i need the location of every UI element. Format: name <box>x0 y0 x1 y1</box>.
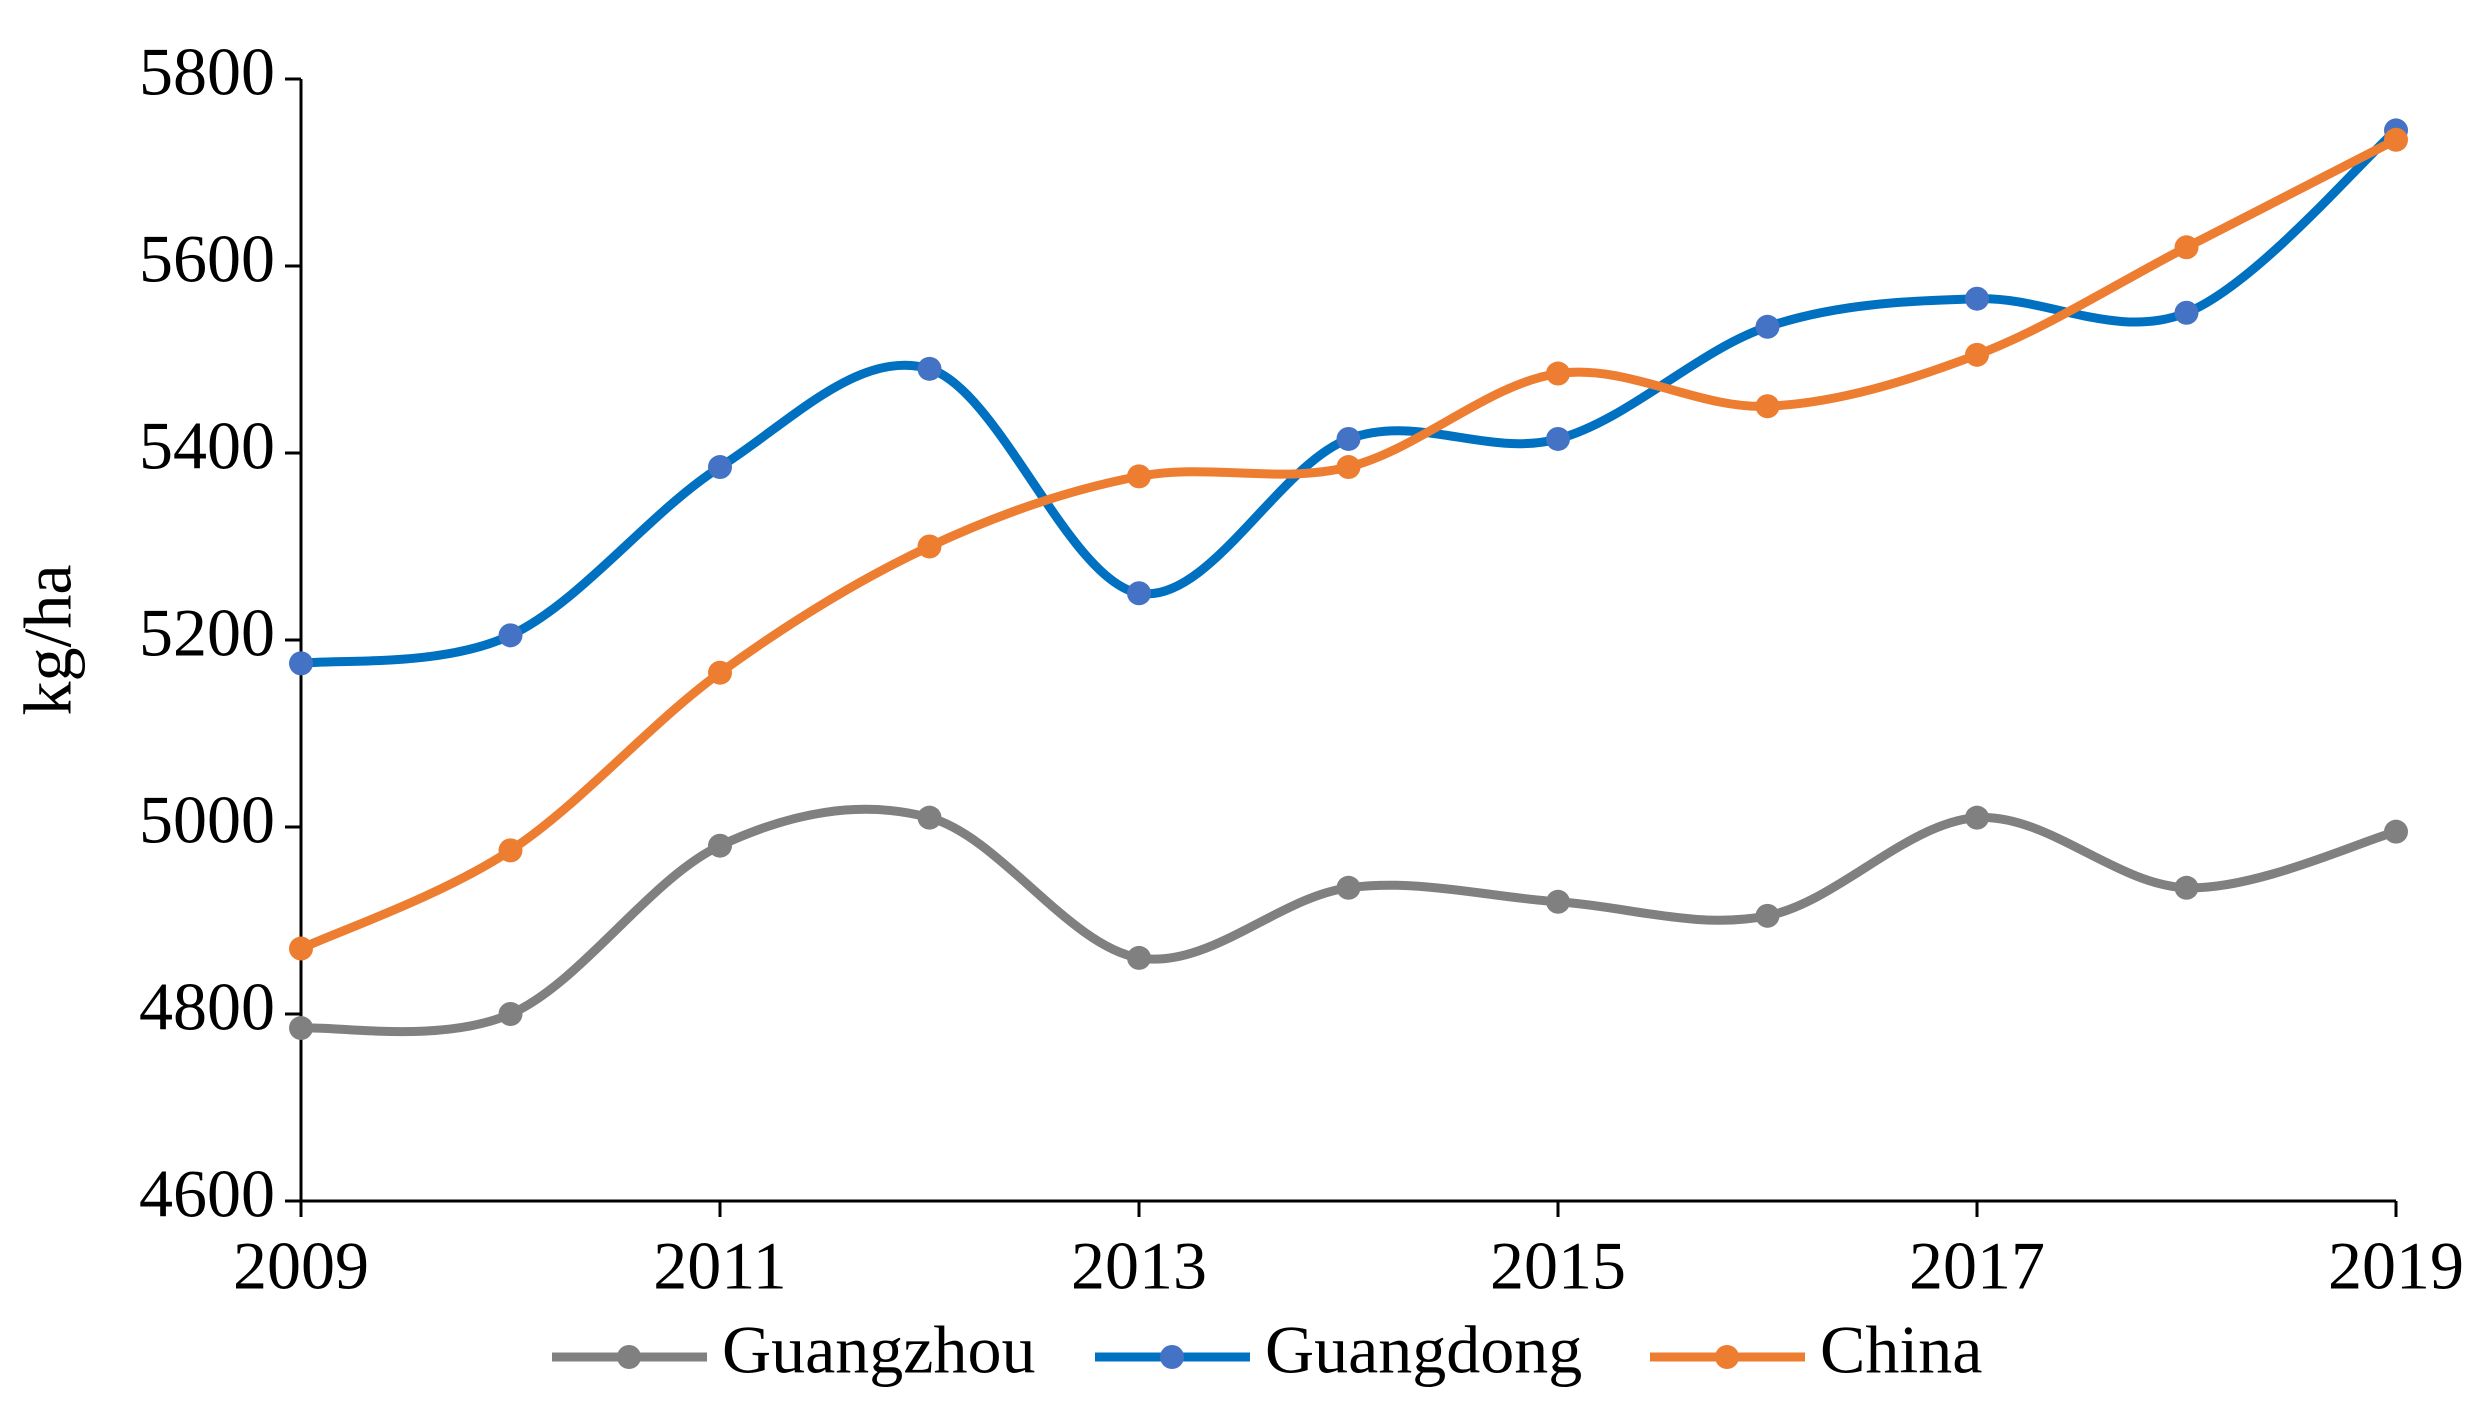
x-tick-label: 2015 <box>1490 1228 1626 1304</box>
x-tick-label: 2019 <box>2328 1228 2464 1304</box>
data-point <box>708 455 732 480</box>
data-point <box>1546 361 1570 386</box>
series-line <box>300 127 2399 668</box>
data-point <box>289 1016 313 1041</box>
data-point <box>1546 889 1570 914</box>
data-point <box>917 534 942 559</box>
data-point <box>2384 127 2408 152</box>
data-point <box>1965 286 1989 311</box>
x-tick-label: 2013 <box>1071 1228 1207 1304</box>
series-line <box>299 135 2399 953</box>
data-point <box>917 356 942 381</box>
y-tick-label: 4600 <box>139 1156 275 1232</box>
legend-label: China <box>1820 1312 1982 1388</box>
y-axis-label: kg/ha <box>10 564 86 715</box>
data-point <box>1755 903 1780 928</box>
data-point <box>2174 235 2199 260</box>
data-point <box>1965 342 1989 367</box>
data-point <box>708 833 732 858</box>
y-tick-label: 5200 <box>139 595 275 671</box>
data-point <box>1755 394 1780 419</box>
data-point <box>1336 875 1361 900</box>
x-tick-label: 2011 <box>653 1228 786 1304</box>
y-tick-label: 5000 <box>139 782 275 858</box>
data-point <box>1127 945 1151 970</box>
data-point <box>2174 300 2199 325</box>
data-point <box>289 651 313 676</box>
legend-label: Guangdong <box>1265 1312 1582 1388</box>
legend-marker <box>1160 1345 1184 1369</box>
data-point <box>1546 426 1570 451</box>
data-point <box>1127 464 1151 489</box>
data-point <box>498 1002 523 1026</box>
x-tick-label: 2017 <box>1909 1228 2045 1304</box>
y-tick-label: 4800 <box>139 969 275 1045</box>
data-point <box>1336 455 1361 480</box>
y-tick-label: 5600 <box>139 221 275 297</box>
data-point <box>498 623 523 648</box>
data-point <box>1965 805 1989 830</box>
legend-marker <box>617 1345 641 1369</box>
legend-marker <box>1715 1345 1739 1369</box>
legend-label: Guangzhou <box>722 1312 1035 1388</box>
y-tick-label: 5800 <box>139 34 275 110</box>
data-point <box>917 805 942 830</box>
x-tick-label: 2009 <box>233 1228 369 1304</box>
data-point <box>1336 426 1361 451</box>
series-line <box>300 804 2398 1037</box>
data-point <box>498 838 523 863</box>
data-point <box>708 660 732 685</box>
data-point <box>2384 819 2408 844</box>
y-tick-label: 5400 <box>139 408 275 484</box>
data-point <box>1127 581 1151 606</box>
data-point <box>1755 314 1780 339</box>
data-point <box>2174 875 2199 900</box>
data-point <box>289 936 313 961</box>
